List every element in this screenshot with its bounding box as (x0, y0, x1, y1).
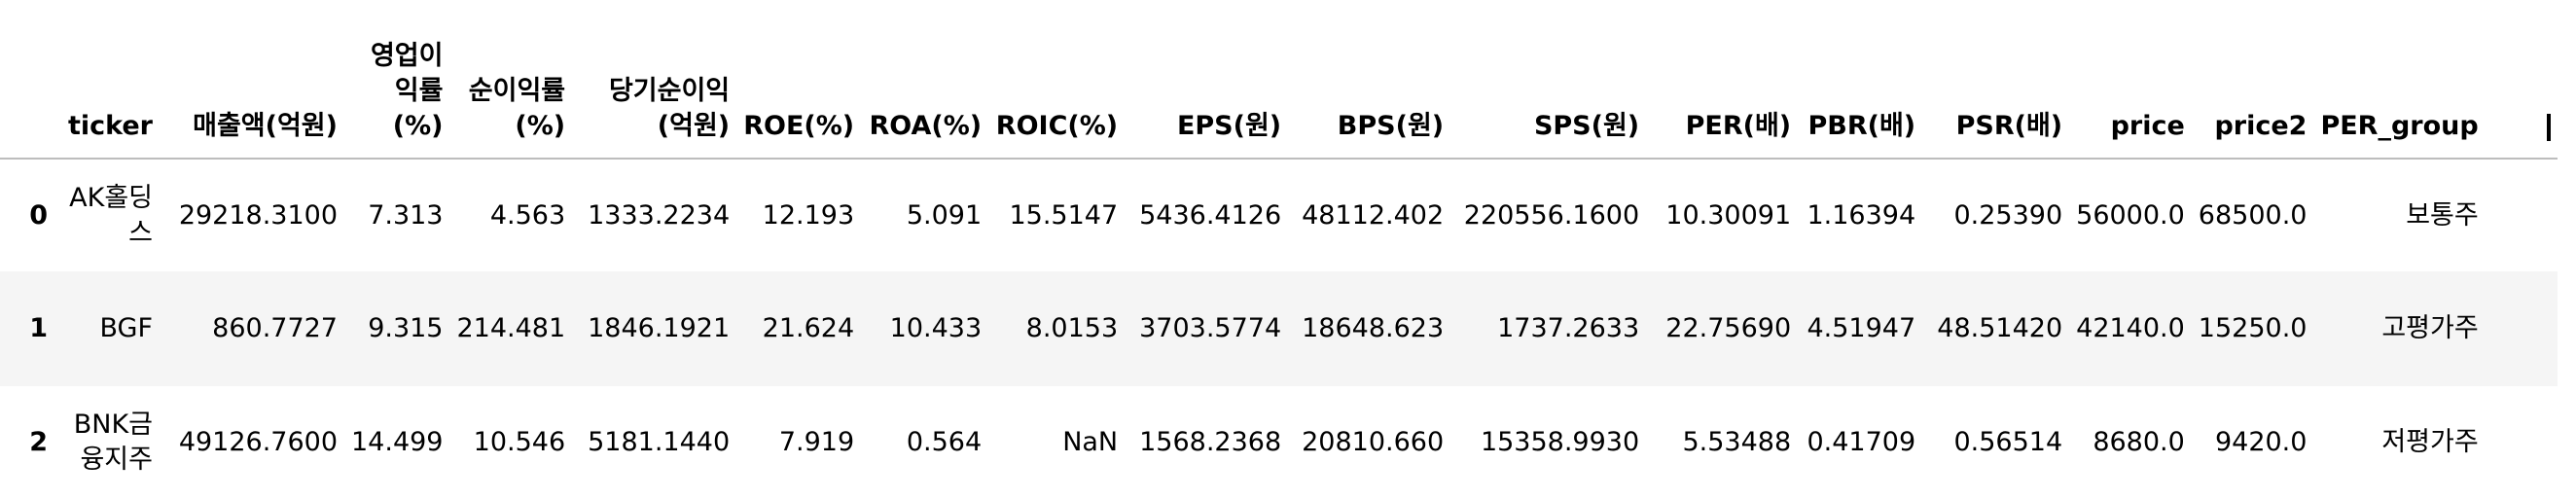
table-cell: 9.315 (368, 313, 444, 343)
table-cell: 10.30091 (1665, 199, 1792, 231)
table-row: 1 BGF 860.7727 9.315 214.481 1846.1921 2… (0, 271, 2558, 386)
table-cell: 56000.0 (2076, 199, 2185, 231)
table-cell: 15358.9930 (1480, 427, 1640, 457)
table-cell: 3703.5774 (1139, 313, 1282, 343)
truncated-cell (2486, 386, 2558, 499)
table-cell: 15.5147 (1009, 199, 1119, 231)
table-cell: 18648.623 (1302, 313, 1445, 343)
truncated-column-mark (2546, 113, 2551, 141)
table-cell: 5181.1440 (588, 427, 731, 457)
column-header: PER_group (2313, 0, 2486, 160)
table-cell: 0.564 (906, 427, 983, 457)
truncated-column-header (2485, 0, 2558, 160)
table-cell: 5436.4126 (1139, 199, 1282, 231)
row-index: 0 (29, 199, 48, 231)
table-cell: 고평가주 (2381, 313, 2479, 343)
row-index: 2 (29, 427, 48, 457)
table-cell: 8.0153 (1025, 313, 1119, 343)
table-cell: NaN (1062, 427, 1119, 457)
table-cell: 0.56514 (1953, 427, 2063, 457)
table-cell: 860.7727 (212, 313, 338, 343)
table-cell: 48.51420 (1937, 313, 2063, 343)
table-cell: 4.563 (489, 199, 566, 231)
table-cell: 1568.2368 (1139, 427, 1282, 457)
column-header: 영업이익률(%) (344, 0, 450, 160)
table-cell: 12.193 (762, 199, 855, 231)
column-header: BPS(원) (1288, 0, 1451, 160)
table-cell: 1.16394 (1807, 199, 1916, 231)
table-cell: AK홀딩스 (69, 182, 153, 248)
column-header: SPS(원) (1450, 0, 1647, 160)
table-row: 0 AK홀딩스 29218.3100 7.313 4.563 1333.2234… (0, 159, 2558, 271)
column-header: price2 (2191, 0, 2314, 160)
truncated-cell (2486, 159, 2558, 271)
index-header (0, 0, 54, 160)
table-cell: 1737.2633 (1497, 313, 1640, 343)
table-cell: 1333.2234 (588, 199, 731, 231)
column-header: ROA(%) (861, 0, 989, 160)
table-cell: 저평가주 (2381, 427, 2479, 457)
column-header: PSR(배) (1922, 0, 2070, 160)
table-header: ticker 매출액(억원) 영업이익률(%) 순이익률(%) 당기순이익(억원… (0, 0, 2558, 160)
table-cell: 0.25390 (1953, 199, 2063, 231)
column-header: price (2069, 0, 2192, 160)
table-cell: 49126.7600 (178, 427, 338, 457)
table-cell: 7.313 (368, 199, 444, 231)
table-cell: 9420.0 (2214, 427, 2308, 457)
table-cell: 42140.0 (2076, 313, 2185, 343)
table-cell: 10.433 (889, 313, 983, 343)
row-index: 1 (29, 313, 48, 343)
column-header: 당기순이익(억원) (572, 0, 737, 160)
table-cell: 8680.0 (2093, 427, 2185, 457)
table-cell: BNK금융지주 (73, 410, 153, 475)
column-header: EPS(원) (1125, 0, 1289, 160)
table-cell: 68500.0 (2198, 199, 2308, 231)
table-cell: BGF (99, 313, 153, 343)
table-body: 0 AK홀딩스 29218.3100 7.313 4.563 1333.2234… (0, 159, 2558, 499)
table-cell: 7.919 (778, 427, 855, 457)
table-cell: 0.41709 (1807, 427, 1916, 457)
column-header: PER(배) (1646, 0, 1799, 160)
table-cell: 5.53488 (1682, 427, 1792, 457)
table-cell: 1846.1921 (588, 313, 731, 343)
table-cell: 14.499 (351, 427, 444, 457)
table-cell: 10.546 (473, 427, 566, 457)
table-row: 2 BNK금융지주 49126.7600 14.499 10.546 5181.… (0, 386, 2558, 499)
table-cell: 48112.402 (1302, 199, 1445, 231)
column-header: 매출액(억원) (160, 0, 344, 160)
table-cell: 20810.660 (1302, 427, 1445, 457)
column-header: ticker (54, 0, 160, 160)
table-cell: 4.51947 (1807, 313, 1916, 343)
table-cell: 22.75690 (1665, 313, 1792, 343)
column-header: PBR(배) (1798, 0, 1923, 160)
column-header: 순이익률(%) (449, 0, 573, 160)
table-cell: 29218.3100 (178, 199, 338, 231)
header-row: ticker 매출액(억원) 영업이익률(%) 순이익률(%) 당기순이익(억원… (0, 0, 2558, 160)
table-cell: 214.481 (456, 313, 566, 343)
column-header: ROE(%) (736, 0, 862, 160)
table-cell: 21.624 (762, 313, 855, 343)
column-header: ROIC(%) (988, 0, 1126, 160)
table-cell: 보통주 (2406, 199, 2479, 231)
table-cell: 15250.0 (2198, 313, 2308, 343)
table-cell: 220556.1600 (1463, 199, 1640, 231)
table-cell: 5.091 (906, 199, 983, 231)
truncated-cell (2486, 271, 2558, 386)
